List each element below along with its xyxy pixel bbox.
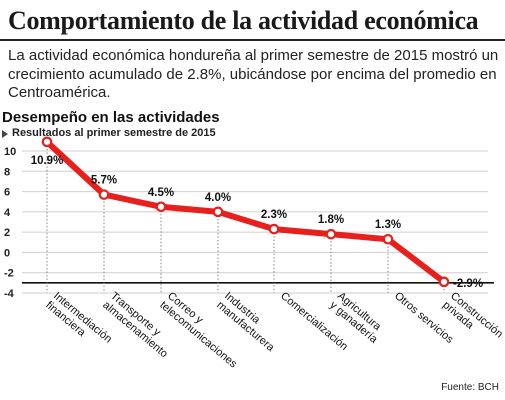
data-point <box>41 136 53 148</box>
title-divider <box>0 39 505 41</box>
y-tick-label: -2 <box>4 268 14 280</box>
y-tick-label: -4 <box>4 288 15 300</box>
data-label: -2.9% <box>453 278 483 290</box>
data-point <box>98 189 110 200</box>
intro-paragraph: La actividad económica hondureña al prim… <box>8 47 499 101</box>
data-point <box>325 228 337 240</box>
y-tick-label: 10 <box>4 146 16 158</box>
data-point <box>212 206 224 218</box>
data-label: 2.3% <box>261 209 287 221</box>
chart-title: Desempeño en las actividades <box>2 109 220 126</box>
x-category-label: Otros servicios <box>392 290 456 346</box>
data-label: 5.7% <box>91 175 117 187</box>
page-title: Comportamiento de la actividad económica <box>8 6 479 35</box>
subtitle-bullet-icon <box>2 130 8 138</box>
x-category-label-line: Otros servicios <box>392 290 456 346</box>
data-label: 1.8% <box>318 214 344 226</box>
data-point <box>438 276 450 288</box>
y-tick-label: 2 <box>4 227 10 239</box>
data-label: 4.0% <box>205 192 231 204</box>
data-point <box>382 233 394 245</box>
y-tick-label: 4 <box>4 207 11 219</box>
data-point <box>268 223 280 235</box>
series-line <box>44 138 447 285</box>
data-label: 4.5% <box>148 187 174 199</box>
data-label: 1.3% <box>375 219 401 231</box>
source-note: Fuente: BCH <box>441 382 499 393</box>
data-point <box>155 201 167 213</box>
data-label: 10.9% <box>31 155 64 167</box>
y-tick-label: 6 <box>4 187 10 199</box>
chart-subtitle: Resultados al primer semestre de 2015 <box>12 127 216 139</box>
y-tick-label: 0 <box>4 247 10 259</box>
y-tick-label: 8 <box>4 166 10 178</box>
